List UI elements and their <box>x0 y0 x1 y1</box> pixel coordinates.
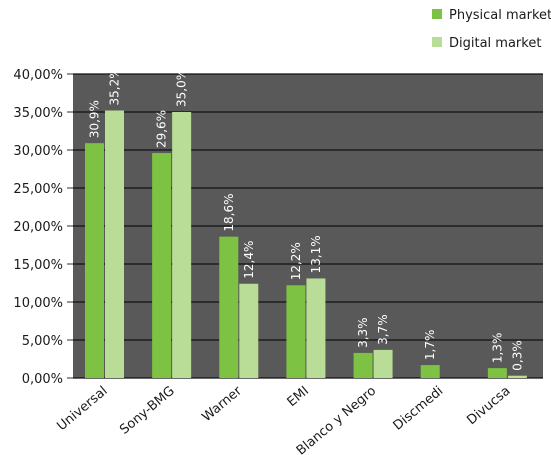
legend-label: Physical market <box>449 8 551 23</box>
y-tick-label: 35,00% <box>13 106 63 121</box>
data-label: 1,7% <box>423 330 437 361</box>
bar-physical-market <box>487 368 507 378</box>
y-tick-label: 5,00% <box>22 334 63 349</box>
data-label: 35,0% <box>175 69 189 107</box>
data-label: 30,9% <box>88 100 102 138</box>
bar-physical-market <box>286 285 306 378</box>
category-label: Universal <box>54 384 110 435</box>
data-label: 13,1% <box>309 235 323 273</box>
y-tick-label: 25,00% <box>13 182 63 197</box>
data-label: 0,3% <box>510 340 524 371</box>
bar-digital-market <box>306 278 326 378</box>
bar-physical-market <box>152 153 172 378</box>
category-label: Warner <box>199 383 245 425</box>
data-label: 18,6% <box>222 194 236 232</box>
bar-digital-market <box>373 349 393 378</box>
bar-digital-market <box>239 283 259 378</box>
data-label: 29,6% <box>155 110 169 148</box>
data-label: 3,7% <box>376 314 390 345</box>
bar-physical-market <box>85 143 104 378</box>
bar-physical-market <box>353 352 373 378</box>
data-label: 12,2% <box>289 242 303 280</box>
bar-digital-market <box>507 375 527 378</box>
data-label: 35,2% <box>108 67 122 105</box>
bar-physical-market <box>420 365 440 378</box>
legend-label: Digital market <box>449 36 541 51</box>
category-label: Discmedi <box>391 384 447 434</box>
y-tick-label: 15,00% <box>13 258 63 273</box>
legend-swatch <box>432 37 442 47</box>
y-tick-label: 0,00% <box>22 372 63 387</box>
bar-digital-market <box>105 110 124 378</box>
bar-physical-market <box>219 236 239 378</box>
y-tick-label: 30,00% <box>13 144 63 159</box>
category-label: Divucsa <box>464 384 513 429</box>
category-label: EMI <box>285 384 312 410</box>
bar-digital-market <box>172 112 192 378</box>
data-label: 3,3% <box>356 317 370 348</box>
category-label: Sony-BMG <box>117 384 177 438</box>
y-tick-label: 20,00% <box>13 220 63 235</box>
y-tick-label: 10,00% <box>13 296 63 311</box>
data-label: 1,3% <box>490 333 504 364</box>
data-label: 12,4% <box>242 241 256 279</box>
y-tick-label: 40,00% <box>13 68 63 83</box>
legend-swatch <box>432 9 442 19</box>
